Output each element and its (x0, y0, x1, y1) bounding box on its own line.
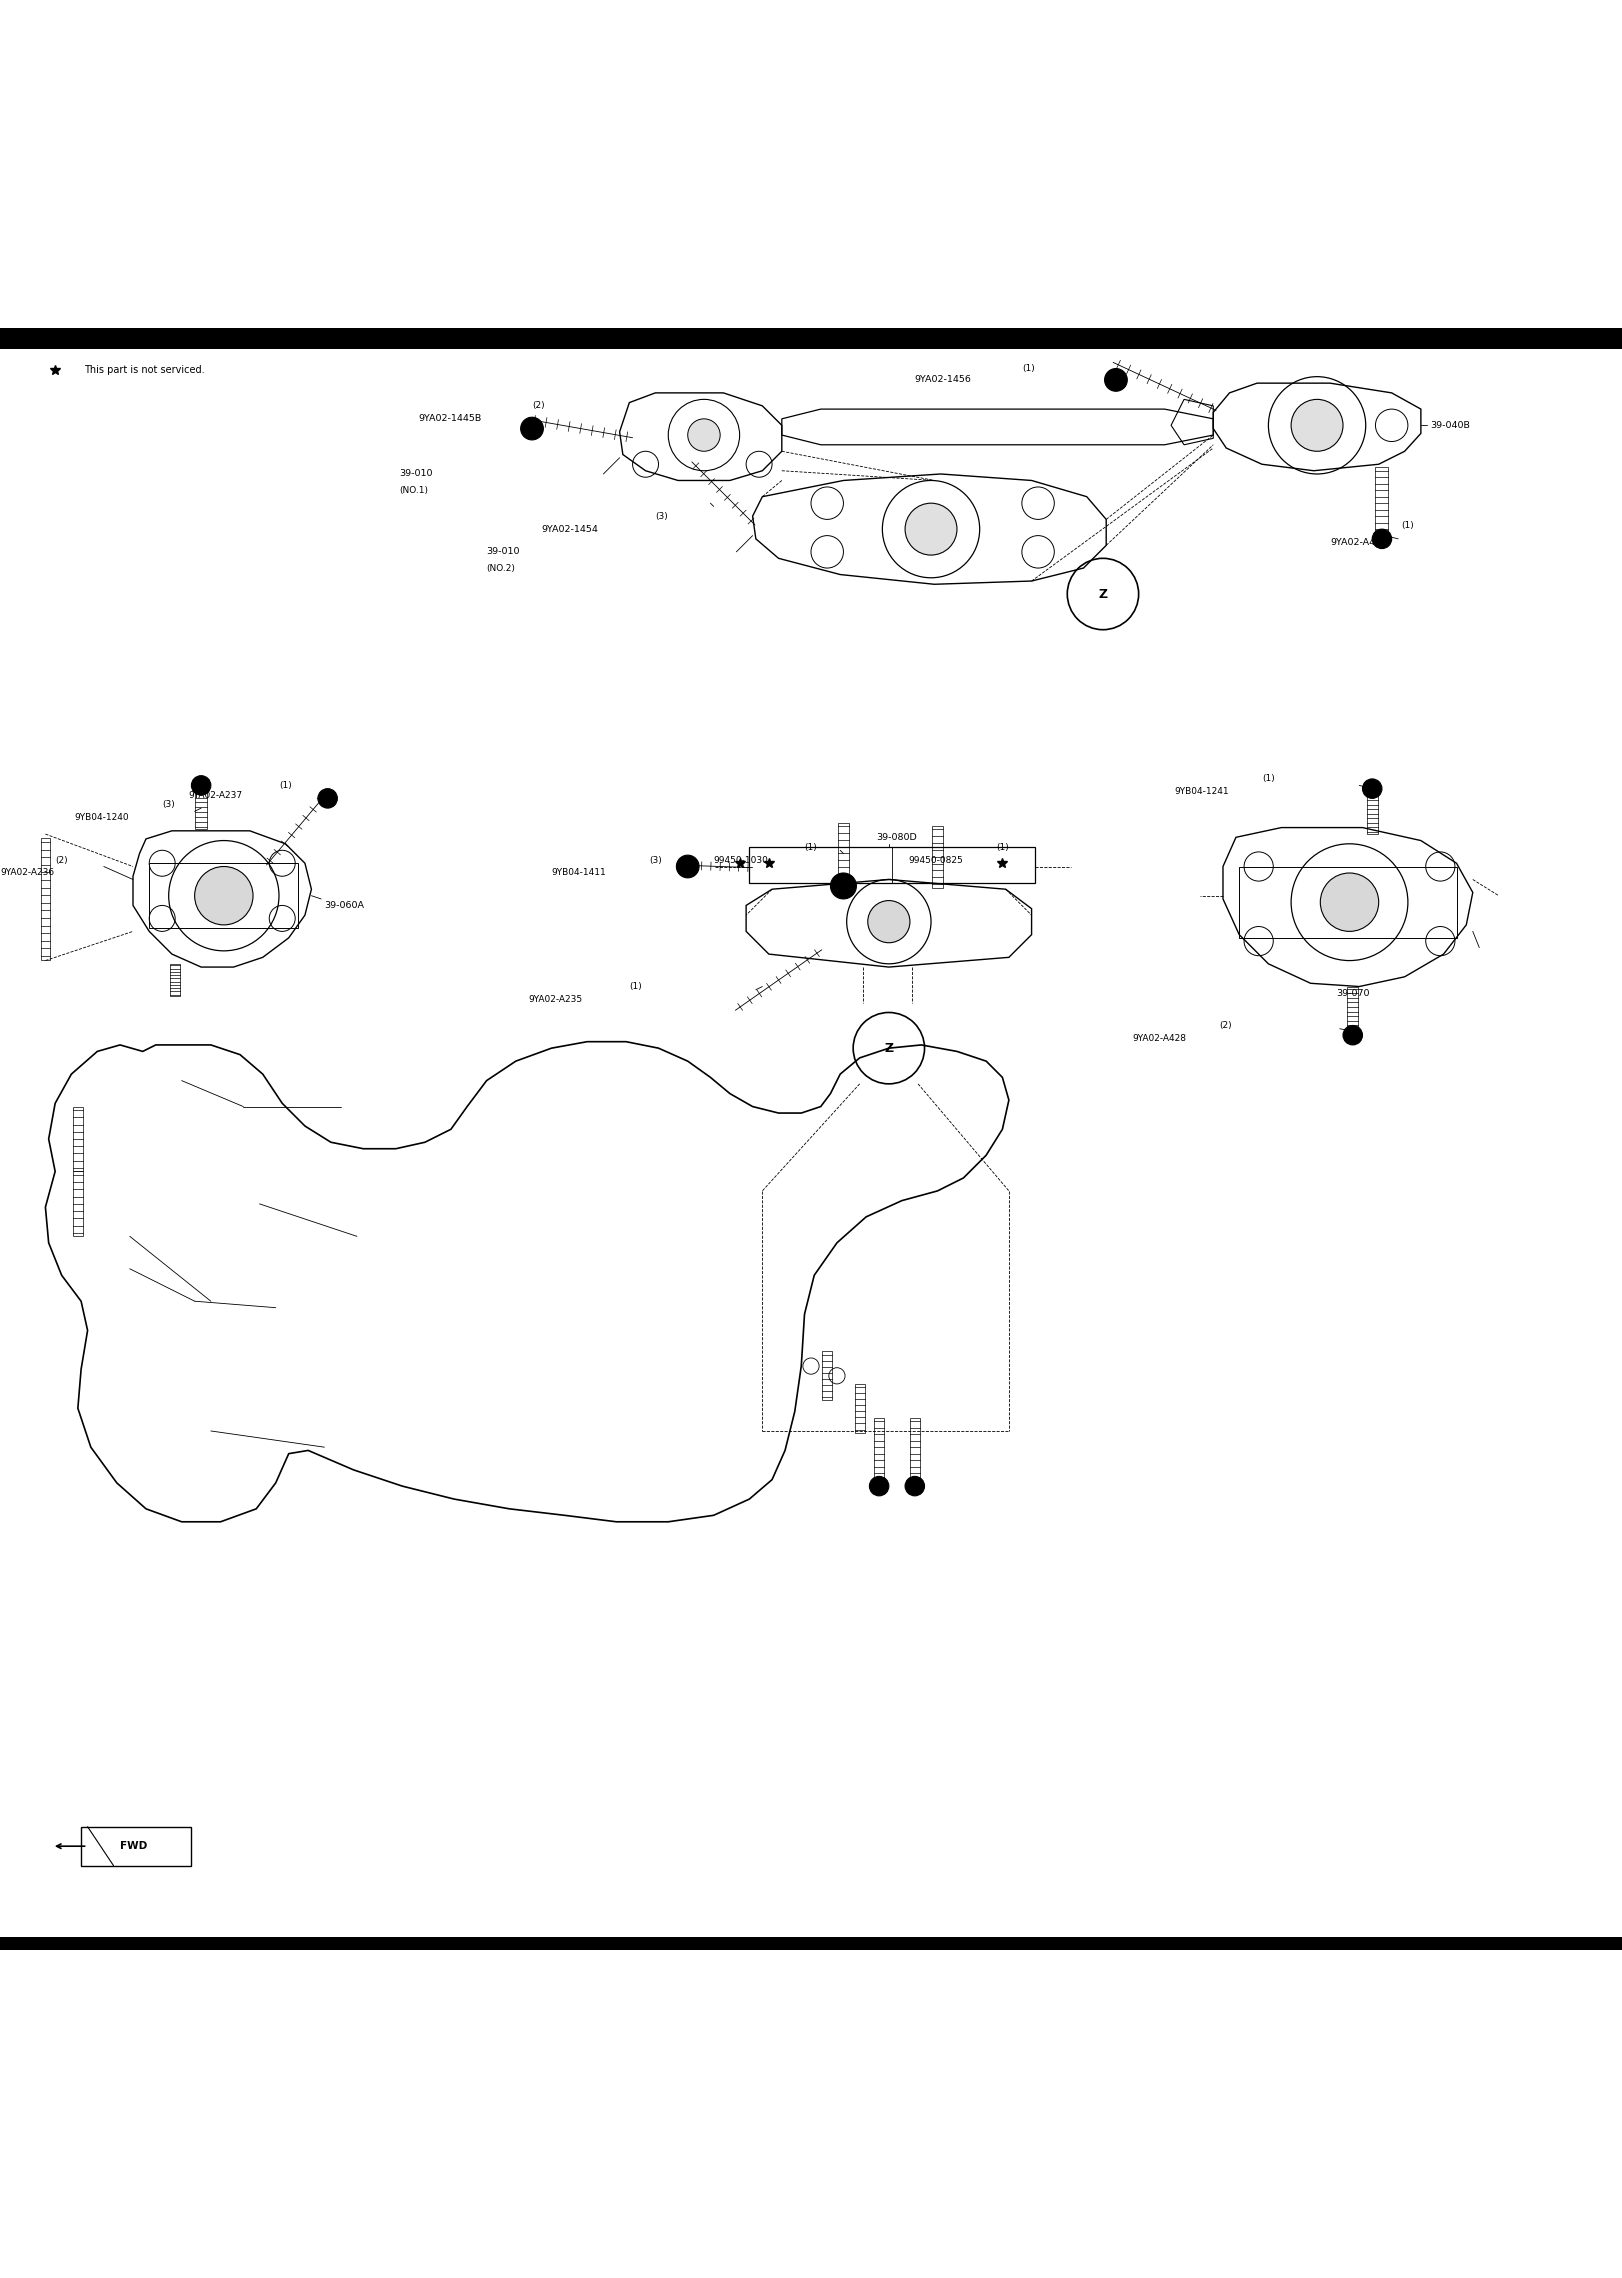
Text: (2): (2) (1220, 1021, 1233, 1030)
Bar (0, 1936, 1622, 1950)
Text: 9YB04-1240: 9YB04-1240 (75, 813, 130, 822)
Text: 39-070: 39-070 (1337, 989, 1371, 998)
Text: 39-010: 39-010 (487, 547, 521, 556)
Text: Z: Z (1098, 588, 1108, 601)
Text: This part is not serviced.: This part is not serviced. (84, 364, 204, 376)
Text: 39-040B: 39-040B (1431, 421, 1471, 431)
Text: (NO.2): (NO.2) (487, 563, 516, 572)
Circle shape (1362, 779, 1382, 797)
Text: 9YB04-1411: 9YB04-1411 (551, 868, 607, 877)
Text: FWD: FWD (120, 1841, 148, 1852)
Text: 39-010: 39-010 (399, 469, 433, 478)
Text: 9YA02-1454: 9YA02-1454 (542, 524, 599, 533)
Text: (3): (3) (655, 513, 668, 522)
Text: 39-080D: 39-080D (876, 834, 916, 843)
Circle shape (1372, 528, 1392, 549)
Bar (839, 822, 850, 891)
Circle shape (830, 872, 856, 900)
Bar (931, 827, 944, 888)
Text: 99450-0825: 99450-0825 (908, 857, 963, 866)
Bar (1239, 866, 1457, 939)
Text: 9YA02-1456: 9YA02-1456 (915, 376, 972, 385)
Circle shape (869, 1476, 889, 1497)
Circle shape (1343, 1025, 1362, 1046)
Bar (1346, 986, 1359, 1032)
Text: (1): (1) (805, 843, 817, 852)
Bar (41, 838, 50, 959)
Text: 9YA02-A236: 9YA02-A236 (0, 868, 54, 877)
Bar (822, 1351, 832, 1401)
Text: (1): (1) (629, 982, 642, 991)
Text: 9YA02-A428: 9YA02-A428 (1132, 1034, 1186, 1043)
Circle shape (191, 777, 211, 795)
Text: 9YA02-1445B: 9YA02-1445B (418, 415, 482, 424)
Circle shape (688, 419, 720, 451)
Bar (749, 847, 1035, 882)
Text: (1): (1) (279, 781, 292, 790)
Circle shape (1320, 872, 1379, 932)
Text: 39-060A: 39-060A (324, 900, 365, 909)
Bar (1366, 788, 1379, 834)
Bar (0, 328, 1622, 349)
Text: (1): (1) (996, 843, 1009, 852)
Circle shape (905, 503, 957, 556)
Bar (73, 1171, 83, 1237)
Bar (855, 1385, 865, 1433)
Circle shape (905, 1476, 925, 1497)
Circle shape (195, 866, 253, 925)
Text: (3): (3) (649, 857, 662, 866)
Text: 9YA02-A237: 9YA02-A237 (188, 790, 242, 800)
Text: (1): (1) (1401, 522, 1414, 531)
Circle shape (521, 417, 543, 440)
Text: Z: Z (884, 1041, 894, 1055)
Text: 9YA02-A235: 9YA02-A235 (529, 995, 582, 1005)
Text: (2): (2) (532, 401, 545, 410)
Bar (1375, 467, 1388, 533)
Text: (NO.1): (NO.1) (399, 485, 428, 494)
Text: (2): (2) (55, 857, 68, 866)
Bar (910, 1417, 920, 1483)
Circle shape (868, 900, 910, 943)
Bar (149, 863, 298, 927)
Text: (1): (1) (1022, 364, 1035, 374)
Text: (3): (3) (162, 800, 175, 809)
Bar (874, 1417, 884, 1483)
Bar (170, 964, 180, 995)
Text: 9YA02-A427: 9YA02-A427 (1330, 538, 1387, 547)
Circle shape (1291, 399, 1343, 451)
Circle shape (676, 854, 699, 877)
Bar (73, 1107, 83, 1171)
Bar (81, 1827, 191, 1866)
Circle shape (1105, 369, 1127, 392)
Bar (195, 781, 208, 829)
Circle shape (318, 788, 337, 809)
Text: 9YB04-1241: 9YB04-1241 (1174, 788, 1229, 797)
Text: 99450-1030: 99450-1030 (714, 857, 769, 866)
Text: (1): (1) (1262, 775, 1275, 784)
